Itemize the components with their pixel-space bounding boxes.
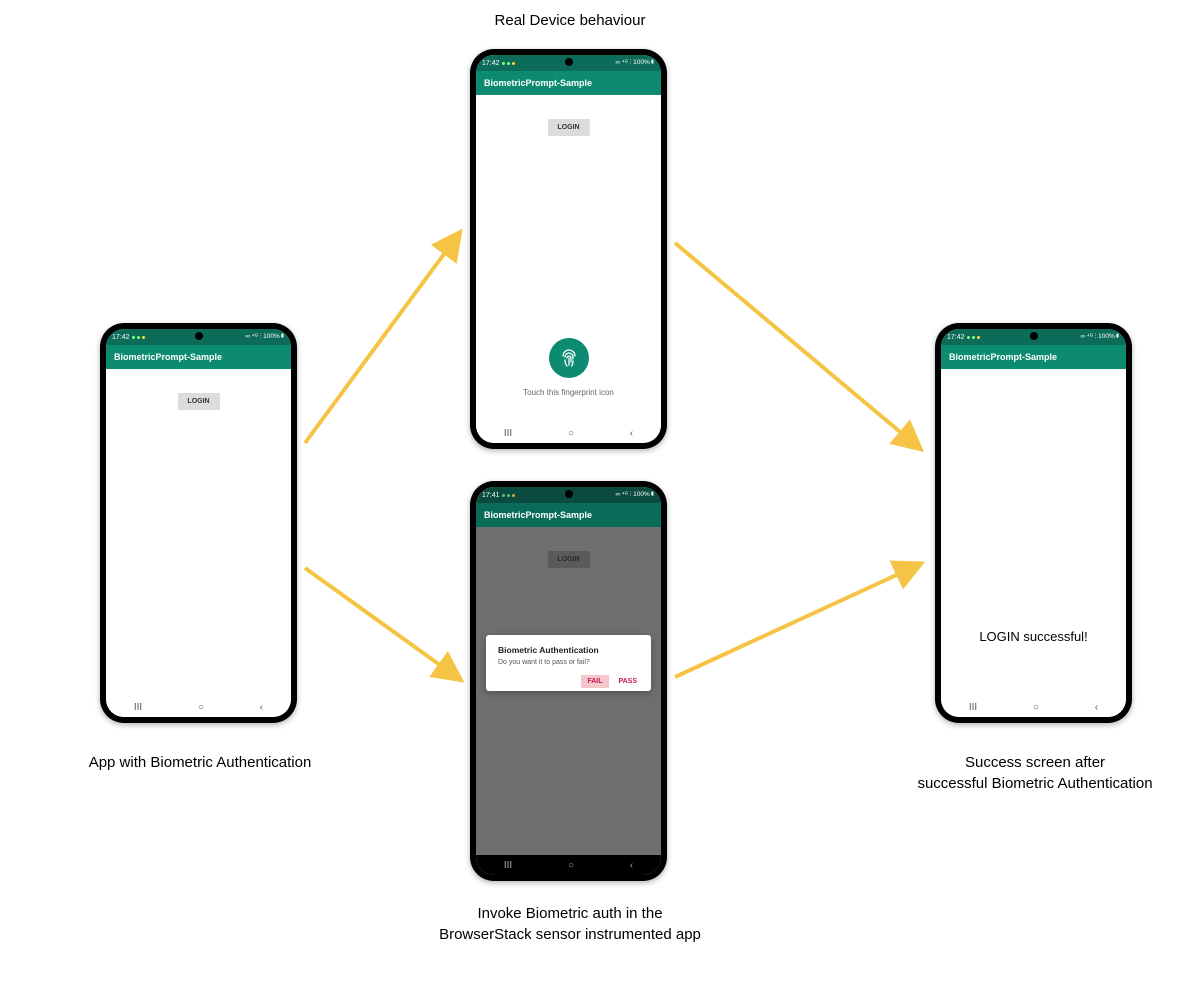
fingerprint-icon[interactable] [549, 338, 589, 378]
fingerprint-text: Touch this fingerprint icon [484, 388, 653, 397]
dialog-actions: FAIL PASS [498, 678, 639, 685]
nav-home-icon[interactable]: ○ [1033, 702, 1039, 713]
status-right: ∞ ⁴ᴳ ⫶ 100%▮ [615, 59, 655, 67]
nav-back-icon[interactable]: ‹ [630, 428, 633, 439]
status-left: 17:42 [947, 334, 980, 341]
app-bar: BiometricPrompt-Sample [941, 345, 1126, 369]
status-right: ∞ ⁴ᴳ ⫶ 100%▮ [245, 333, 285, 341]
success-message: LOGIN successful! [941, 629, 1126, 644]
status-time: 17:42 [112, 334, 130, 341]
nav-bar: III ○ ‹ [476, 423, 661, 443]
status-left: 17:42 [112, 334, 145, 341]
status-bar: 17:41 ∞ ⁴ᴳ ⫶ 100%▮ [476, 487, 661, 503]
dialog-title: Biometric Authentication [498, 645, 639, 655]
nav-bar: III ○ ‹ [106, 697, 291, 717]
fingerprint-prompt: Touch this fingerprint icon [484, 324, 653, 407]
pass-button[interactable]: PASS [616, 675, 639, 688]
screen-body: LOGIN Biometric Authentication Do you wa… [476, 527, 661, 855]
nav-bar: III ○ ‹ [941, 697, 1126, 717]
app-bar: BiometricPrompt-Sample [476, 71, 661, 95]
phone-real-device: 17:42 ∞ ⁴ᴳ ⫶ 100%▮ BiometricPrompt-Sampl… [470, 49, 667, 449]
screen-body: LOGIN [106, 369, 291, 697]
arrow-2 [300, 560, 470, 690]
nav-recent-icon[interactable]: III [969, 702, 977, 713]
arrow-4 [670, 555, 930, 685]
camera-notch [195, 332, 203, 340]
status-left: 17:41 [482, 492, 515, 499]
label-bottom: Invoke Biometric auth in the BrowserStac… [410, 903, 730, 945]
app-bar: BiometricPrompt-Sample [476, 503, 661, 527]
label-bottom-line2: BrowserStack sensor instrumented app [439, 926, 701, 943]
dialog-message: Do you want it to pass or fail? [498, 659, 639, 666]
nav-home-icon[interactable]: ○ [198, 702, 204, 713]
status-time: 17:42 [947, 334, 965, 341]
status-bar: 17:42 ∞ ⁴ᴳ ⫶ 100%▮ [941, 329, 1126, 345]
nav-back-icon[interactable]: ‹ [630, 860, 633, 871]
nav-recent-icon[interactable]: III [134, 702, 142, 713]
auth-dialog: Biometric Authentication Do you want it … [486, 635, 651, 691]
status-bar: 17:42 ∞ ⁴ᴳ ⫶ 100%▮ [476, 55, 661, 71]
status-right: ∞ ⁴ᴳ ⫶ 100%▮ [1080, 333, 1120, 341]
camera-notch [1030, 332, 1038, 340]
camera-notch [565, 58, 573, 66]
label-left: App with Biometric Authentication [55, 752, 345, 773]
nav-home-icon[interactable]: ○ [568, 860, 574, 871]
status-right: ∞ ⁴ᴳ ⫶ 100%▮ [615, 491, 655, 499]
status-bar: 17:42 ∞ ⁴ᴳ ⫶ 100%▮ [106, 329, 291, 345]
status-left: 17:42 [482, 60, 515, 67]
nav-recent-icon[interactable]: III [504, 428, 512, 439]
login-button[interactable]: LOGIN [547, 119, 589, 136]
screen-body: LOGIN successful! [941, 369, 1126, 697]
fail-button[interactable]: FAIL [581, 675, 608, 688]
nav-back-icon[interactable]: ‹ [260, 702, 263, 713]
camera-notch [565, 490, 573, 498]
status-time: 17:41 [482, 492, 500, 499]
label-right-line1: Success screen after [965, 754, 1105, 771]
label-bottom-line1: Invoke Biometric auth in the [477, 905, 662, 922]
label-right-line2: successful Biometric Authentication [917, 775, 1152, 792]
phone-instrumented: 17:41 ∞ ⁴ᴳ ⫶ 100%▮ BiometricPrompt-Sampl… [470, 481, 667, 881]
phone-success: 17:42 ∞ ⁴ᴳ ⫶ 100%▮ BiometricPrompt-Sampl… [935, 323, 1132, 723]
arrow-1 [300, 225, 470, 450]
nav-back-icon[interactable]: ‹ [1095, 702, 1098, 713]
screen-body: LOGIN Touch this fingerprint [476, 95, 661, 423]
nav-home-icon[interactable]: ○ [568, 428, 574, 439]
app-bar: BiometricPrompt-Sample [106, 345, 291, 369]
label-top: Real Device behaviour [470, 10, 670, 31]
login-button[interactable]: LOGIN [177, 393, 219, 410]
nav-recent-icon[interactable]: III [504, 860, 512, 871]
label-right: Success screen after successful Biometri… [885, 752, 1185, 794]
nav-bar: III ○ ‹ [476, 855, 661, 875]
status-time: 17:42 [482, 60, 500, 67]
phone-initial: 17:42 ∞ ⁴ᴳ ⫶ 100%▮ BiometricPrompt-Sampl… [100, 323, 297, 723]
login-button: LOGIN [547, 551, 589, 568]
arrow-3 [670, 235, 930, 460]
